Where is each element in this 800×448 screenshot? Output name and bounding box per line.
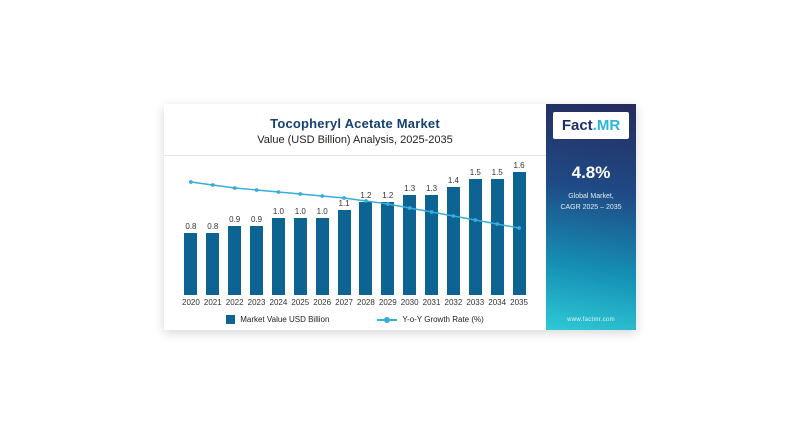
cagr-label-line2: CAGR 2025 – 2035 [560,203,622,211]
x-axis-labels: 2020 2021 2022 2023 2024 2025 2026 2027 2028 2029… [180,298,530,307]
line-legend-swatch-icon [377,316,398,323]
chart-panel: Tocopheryl Acetate Market Value (USD Bil… [164,104,546,330]
cagr-value: 4.8% [571,163,611,182]
bar-column: 1.6 [508,161,530,295]
logo-mr-text: .MR [592,117,621,134]
market-value-bar [512,171,526,295]
year-label: 2033 [466,298,485,307]
bar-value-label: 1.1 [338,199,350,209]
bar-column: 0.8 [202,222,224,295]
bar-legend-swatch-icon [226,315,236,324]
bar-column: 1.3 [421,184,443,295]
bar-column: 1.0 [311,207,333,295]
website-url: www.factmr.com [567,317,615,323]
chart-title: Tocopheryl Acetate Market [270,116,440,131]
bar-column: 1.2 [355,191,377,295]
legend-item-bar: Market Value USD Billion [226,315,329,324]
bar-value-label: 1.0 [316,206,328,216]
header-divider [164,155,546,156]
bar-value-label: 1.0 [294,206,306,216]
year-label: 2021 [203,298,222,307]
bar-column: 0.9 [224,215,246,295]
bar-value-label: 1.2 [360,191,372,201]
market-value-bar [490,179,504,295]
market-value-bar [293,217,307,295]
year-label: 2020 [182,298,200,307]
year-label: 2023 [247,298,266,307]
year-label: 2024 [269,298,288,307]
brand-side-panel: Fact .MR 4.8% Global Market, CAGR 2025 – … [546,104,636,330]
legend-item-line: Y-o-Y Growth Rate (%) [377,315,484,324]
bar-value-label: 1.5 [491,168,503,178]
bar-value-label: 1.3 [404,183,416,193]
bar-value-label: 1.0 [272,206,284,216]
chart-legend: Market Value USD Billion Y-o-Y Growth Ra… [164,315,546,324]
market-value-bar [403,194,417,295]
year-label: 2032 [444,298,463,307]
market-value-bar [468,179,482,295]
bar-value-label: 0.8 [185,222,197,232]
year-label: 2035 [510,298,528,307]
bar-column: 1.0 [289,207,311,295]
cagr-label: Global Market, CAGR 2025 – 2035 [546,192,636,214]
bar-column: 0.9 [246,215,268,295]
bar-column: 1.2 [377,191,399,295]
market-value-bar [184,233,198,295]
legend-bar-label: Market Value USD Billion [240,315,330,324]
bar-column: 1.4 [443,176,465,295]
bar-column: 1.0 [268,207,290,295]
bar-column: 1.5 [464,168,486,295]
bar-column: 0.8 [180,222,202,295]
bar-value-label: 0.9 [251,214,263,224]
year-label: 2022 [225,298,244,307]
logo-fact-text: Fact [561,117,593,134]
market-report-card: Tocopheryl Acetate Market Value (USD Bil… [164,104,636,330]
market-value-bar [250,225,264,295]
bar-value-label: 1.4 [447,176,459,185]
year-label: 2030 [400,298,419,307]
market-value-bar [206,233,220,295]
market-value-bar [425,194,439,295]
market-value-bar [381,202,395,295]
market-value-bar [446,187,460,295]
year-label: 2028 [357,298,375,307]
year-label: 2025 [291,298,310,307]
bar-value-label: 1.3 [426,183,438,193]
market-value-bar [271,217,285,295]
plot-area: 0.8 0.8 0.9 0.9 1.0 1.0 1.0 1.1 1.2 1.2 1.3 1.3 1.4 1… [180,160,530,295]
year-label: 2027 [335,298,353,307]
cagr-label-line1: Global Market, [568,193,614,200]
bar-value-label: 0.9 [229,214,241,224]
year-label: 2026 [313,298,332,307]
market-value-bar [228,225,242,295]
bar-value-label: 1.6 [513,160,525,170]
market-value-bar [315,217,329,295]
market-value-bar [359,202,373,295]
chart-subtitle: Value (USD Billion) Analysis, 2025-2035 [257,134,453,146]
bars-row: 0.8 0.8 0.9 0.9 1.0 1.0 1.0 1.1 1.2 1.2 1.3 1.3 1.4 1… [180,160,530,295]
chart-header: Tocopheryl Acetate Market Value (USD Bil… [164,104,546,146]
year-label: 2031 [422,298,441,307]
year-label: 2034 [488,298,507,307]
factmr-logo: Fact .MR [553,112,629,139]
year-label: 2029 [378,298,397,307]
bar-column: 1.3 [399,184,421,295]
bar-value-label: 1.2 [382,191,394,201]
legend-line-label: Y-o-Y Growth Rate (%) [402,315,484,324]
bar-column: 1.1 [333,199,355,295]
bar-column: 1.5 [486,168,508,295]
bar-value-label: 0.8 [207,222,219,232]
market-value-bar [337,210,351,295]
bar-value-label: 1.5 [469,168,481,178]
